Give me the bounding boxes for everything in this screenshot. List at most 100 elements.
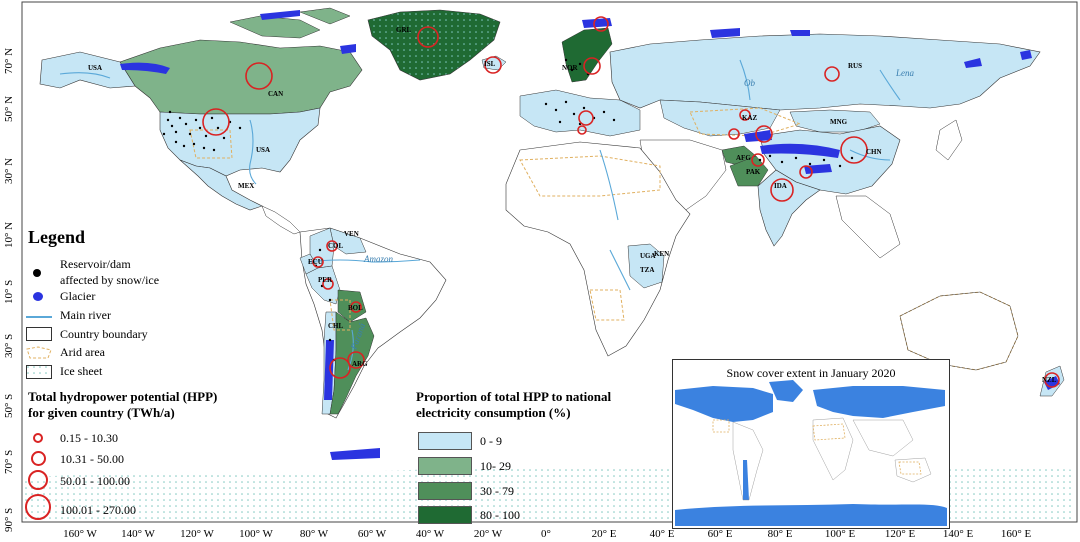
hpp-circle-xlarge (25, 494, 51, 520)
hpp-class: 50.01 - 100.00 (60, 474, 130, 488)
snow-andes (743, 460, 749, 500)
southeast-asia (835, 195, 901, 259)
country-boundary-icon (26, 327, 52, 341)
reservoir-dot-icon (33, 269, 41, 277)
country-code: KEN (654, 250, 669, 258)
reservoir-label-line-1: Reservoir/dam (60, 257, 131, 271)
arid-label: Arid area (60, 345, 105, 359)
snow-cover-inset: Snow cover extent in January 2020 (672, 359, 950, 529)
river-line-icon (26, 316, 52, 318)
lat-label: 90° S (3, 508, 15, 532)
lon-label: 40° W (416, 528, 445, 540)
country-code: CAN (268, 90, 283, 98)
proportion-legend-title-2: electricity consumption (%) (416, 405, 571, 420)
legend-title: Legend (28, 227, 86, 247)
river-label-ob: Ob (744, 78, 755, 88)
lat-label: 10° N (3, 222, 15, 248)
country-code: PER (318, 276, 333, 284)
lon-label: 160° E (1001, 528, 1032, 540)
hpp-legend-title-2: for given country (TWh/a) (28, 405, 175, 420)
lon-label: 20° W (474, 528, 503, 540)
proportion-class: 0 - 9 (480, 434, 502, 448)
snow-north-america (675, 386, 773, 422)
proportion-swatch-10-29 (418, 457, 472, 475)
lat-label: 70° N (3, 48, 15, 74)
central-america (261, 205, 301, 235)
country-argentina (329, 311, 375, 415)
country-code: NOR (562, 64, 579, 72)
country-code: MEX (238, 182, 254, 190)
country-bolivia (337, 289, 367, 323)
inset-arid-areas (712, 419, 922, 475)
glaciers (120, 10, 1060, 460)
river-label: Main river (60, 308, 111, 322)
proportion-class: 80 - 100 (480, 508, 520, 522)
country-code: KAZ (742, 114, 758, 122)
lat-label: 50° N (3, 96, 15, 122)
canada-arctic-islands (229, 7, 351, 39)
hpp-circle-small (33, 433, 43, 443)
country-code: ECU (308, 258, 323, 266)
country-usa (159, 107, 321, 177)
arid-areas (189, 107, 802, 331)
snow-greenland (769, 380, 803, 402)
east-africa-highlight (627, 243, 665, 289)
country-code: MNG (830, 118, 848, 126)
country-code: NZL (1042, 376, 1057, 384)
inset-title: Snow cover extent in January 2020 (726, 366, 896, 380)
latitude-labels: 70° N 50° N 30° N 10° N 10° S 30° S 50° … (3, 48, 15, 532)
hpp-class: 10.31 - 50.00 (60, 452, 124, 466)
lon-label: 80° E (768, 528, 793, 540)
river-label-amazon: Amazon (363, 254, 393, 264)
country-code: ARG (352, 360, 368, 368)
proportion-class: 30 - 79 (480, 484, 514, 498)
country-india (757, 169, 821, 247)
proportion-swatch-80-100 (418, 506, 472, 524)
country-code: CHN (866, 148, 882, 156)
africa-outline (505, 141, 691, 357)
country-code: USA (88, 64, 102, 72)
country-code: PAK (746, 168, 761, 176)
europe-outline (519, 89, 641, 137)
reservoir-label-line-2: affected by snow/ice (60, 273, 160, 287)
main-rivers (59, 59, 901, 371)
scandinavia (561, 27, 613, 83)
lon-label: 140° W (121, 528, 155, 540)
river-label-lena: Lena (895, 68, 915, 78)
country-code: VEN (344, 230, 359, 238)
proportion-class: 10- 29 (480, 459, 511, 473)
proportion-swatch-0-9 (418, 432, 472, 450)
country-code: TZA (640, 266, 654, 274)
hpp-legend-title-1: Total hydropower potential (HPP) (28, 389, 218, 404)
country-code: IDA (774, 182, 787, 190)
lat-label: 50° S (3, 394, 15, 418)
lon-label: 160° W (63, 528, 97, 540)
hpp-circle-large (28, 470, 48, 490)
country-canada (119, 39, 363, 115)
lat-label: 30° S (3, 334, 15, 358)
snow-eurasia (813, 386, 945, 418)
country-usa-alaska (39, 51, 136, 89)
proportion-swatch-30-79 (418, 482, 472, 500)
country-code: ISL (484, 60, 496, 68)
ice-sheet-icon (26, 365, 52, 379)
country-code: USA (256, 146, 270, 154)
lon-label: 0° (541, 528, 551, 540)
snow-antarctica (675, 504, 947, 526)
longitude-labels: 160° W 140° W 120° W 100° W 80° W 60° W … (63, 528, 1031, 540)
lon-label: 40° E (650, 528, 675, 540)
lon-label: 80° W (300, 528, 329, 540)
hpp-circle-medium (31, 451, 46, 466)
lat-label: 30° N (3, 158, 15, 184)
country-code: GRL (396, 26, 412, 34)
lon-label: 140° E (943, 528, 974, 540)
lon-label: 60° E (708, 528, 733, 540)
proportion-legend-title-1: Proportion of total HPP to national (416, 389, 612, 404)
country-code: COL (328, 242, 344, 250)
country-mongolia (789, 109, 881, 133)
snow-cover-map (675, 380, 947, 526)
lon-label: 120° E (885, 528, 916, 540)
country-code: UGA (640, 252, 656, 260)
country-code: BOL (348, 304, 363, 312)
